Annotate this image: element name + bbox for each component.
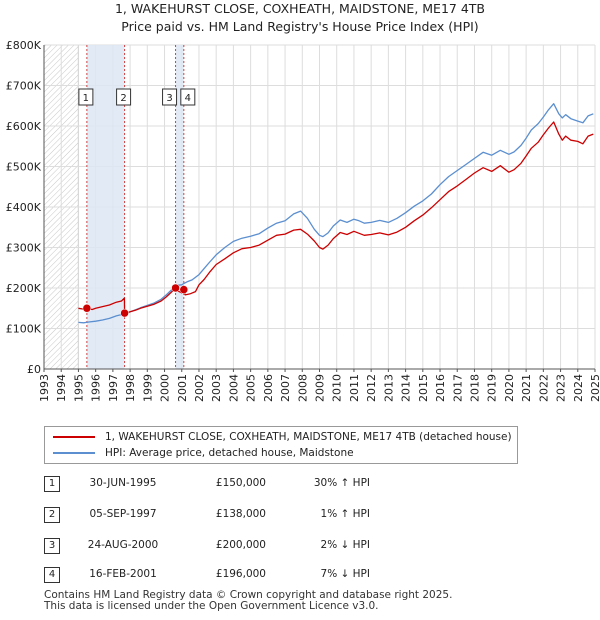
legend-item-hpi: HPI: Average price, detached house, Maid…	[53, 446, 354, 460]
footer-attribution: Contains HM Land Registry data © Crown c…	[44, 590, 452, 612]
y-tick-label: £700K	[6, 80, 42, 93]
x-tick-label: 2021	[520, 374, 533, 402]
x-tick-label: 2019	[486, 374, 499, 402]
chart-legend: 1, WAKEHURST CLOSE, COXHEATH, MAIDSTONE,…	[44, 426, 518, 464]
sale-label-box	[162, 88, 178, 106]
x-tick-label: 2004	[227, 374, 240, 402]
y-tick-label: £600K	[6, 120, 42, 133]
y-tick-label: £800K	[6, 39, 42, 52]
x-tick-label: 2006	[262, 374, 275, 402]
legend-swatch-hpi	[53, 452, 95, 454]
sale-label-box	[116, 88, 132, 106]
sale-label-box	[78, 88, 94, 106]
sale-label-box	[180, 88, 196, 106]
x-tick-label: 1997	[107, 374, 120, 402]
transaction-hpi-diff: 7% ↓ HPI	[320, 568, 370, 580]
y-tick-label: £400K	[6, 201, 42, 214]
transaction-hpi-diff: 2% ↓ HPI	[320, 539, 370, 551]
y-tick-label: £500K	[6, 161, 42, 174]
sale-label-number: 1	[83, 93, 89, 104]
transaction-hpi-diff: 30% ↑ HPI	[313, 477, 370, 489]
transaction-number: 3	[44, 538, 60, 554]
transaction-row: 4 16-FEB-2001 £196,000 7% ↓ HPI	[44, 567, 464, 583]
x-tick-label: 1999	[141, 374, 154, 402]
x-tick-label: 2018	[468, 374, 481, 402]
x-tick-label: 1993	[38, 374, 51, 402]
legend-item-property: 1, WAKEHURST CLOSE, COXHEATH, MAIDSTONE,…	[53, 430, 512, 444]
y-tick-label: £100K	[6, 323, 42, 336]
chart-subtitle: Price paid vs. HM Land Registry's House …	[121, 19, 479, 34]
property-price-line	[78, 121, 594, 314]
y-tick-label: £0	[27, 363, 41, 376]
transaction-date: 30-JUN-1995	[89, 477, 157, 489]
x-tick-label: 2002	[193, 374, 206, 402]
x-tick-label: 2003	[210, 374, 223, 402]
transaction-date: 16-FEB-2001	[89, 568, 157, 580]
x-tick-label: 2012	[365, 374, 378, 402]
x-tick-label: 2022	[537, 374, 550, 402]
x-tick-label: 1996	[90, 374, 103, 402]
legend-label-hpi: HPI: Average price, detached house, Maid…	[105, 447, 354, 459]
transaction-price: £150,000	[215, 477, 266, 489]
y-tick-label: £200K	[6, 282, 42, 295]
sale-point	[179, 285, 189, 294]
price-chart: 1 2 3 4 £0 £100K £200K £300K £400K £500K £600K £70…	[6, 39, 600, 402]
sale-point	[120, 308, 129, 318]
transaction-number: 4	[44, 567, 60, 583]
transaction-date: 24-AUG-2000	[87, 539, 159, 551]
transaction-row: 1 30-JUN-1995 £150,000 30% ↑ HPI	[44, 476, 464, 492]
chart-title: 1, WAKEHURST CLOSE, COXHEATH, MAIDSTONE,…	[0, 0, 600, 36]
transaction-hpi-diff: 1% ↑ HPI	[320, 508, 370, 520]
footer-licence: This data is licensed under the Open Gov…	[44, 600, 379, 612]
x-tick-label: 2016	[434, 374, 447, 402]
x-tick-label: 2023	[555, 374, 568, 402]
transaction-row: 3 24-AUG-2000 £200,000 2% ↓ HPI	[44, 538, 464, 554]
x-tick-label: 2015	[417, 374, 430, 402]
transaction-price: £138,000	[215, 508, 266, 520]
x-tick-label: 2017	[451, 374, 464, 402]
transaction-date: 05-SEP-1997	[89, 508, 157, 520]
hpi-line	[78, 103, 594, 324]
shaded-range	[175, 45, 184, 369]
x-tick-label: 1995	[72, 374, 85, 402]
sale-label-number: 3	[166, 93, 172, 104]
y-tick-label: £300K	[6, 242, 42, 255]
transaction-price: £196,000	[215, 568, 266, 580]
sale-point	[82, 304, 92, 313]
sale-label-number: 2	[120, 93, 126, 104]
x-tick-label: 2011	[348, 374, 361, 402]
legend-swatch-property	[53, 436, 95, 438]
x-tick-label: 2020	[503, 374, 516, 402]
footer-copyright: Contains HM Land Registry data © Crown c…	[44, 589, 453, 601]
x-tick-label: 2014	[400, 374, 413, 402]
transaction-row: 2 05-SEP-1997 £138,000 1% ↑ HPI	[44, 507, 464, 523]
transaction-price: £200,000	[215, 539, 266, 551]
x-tick-label: 2009	[314, 374, 327, 402]
x-tick-label: 2013	[382, 374, 395, 402]
x-tick-label: 2025	[589, 374, 600, 402]
sale-label-number: 4	[185, 93, 191, 104]
x-tick-label: 2024	[572, 374, 585, 402]
transaction-number: 1	[44, 476, 60, 492]
x-tick-label: 2010	[331, 374, 344, 402]
x-tick-label: 2008	[296, 374, 309, 402]
chart-title-line1: 1, WAKEHURST CLOSE, COXHEATH, MAIDSTONE,…	[114, 1, 486, 16]
x-tick-label: 1998	[124, 374, 137, 402]
x-tick-label: 2001	[176, 374, 189, 402]
transaction-number: 2	[44, 507, 60, 523]
x-tick-label: 1994	[55, 374, 68, 402]
x-tick-label: 2005	[245, 374, 258, 402]
x-tick-label: 2007	[279, 374, 292, 402]
x-tick-label: 2000	[159, 374, 172, 402]
sale-point	[171, 283, 180, 293]
legend-label-property: 1, WAKEHURST CLOSE, COXHEATH, MAIDSTONE,…	[105, 431, 512, 443]
